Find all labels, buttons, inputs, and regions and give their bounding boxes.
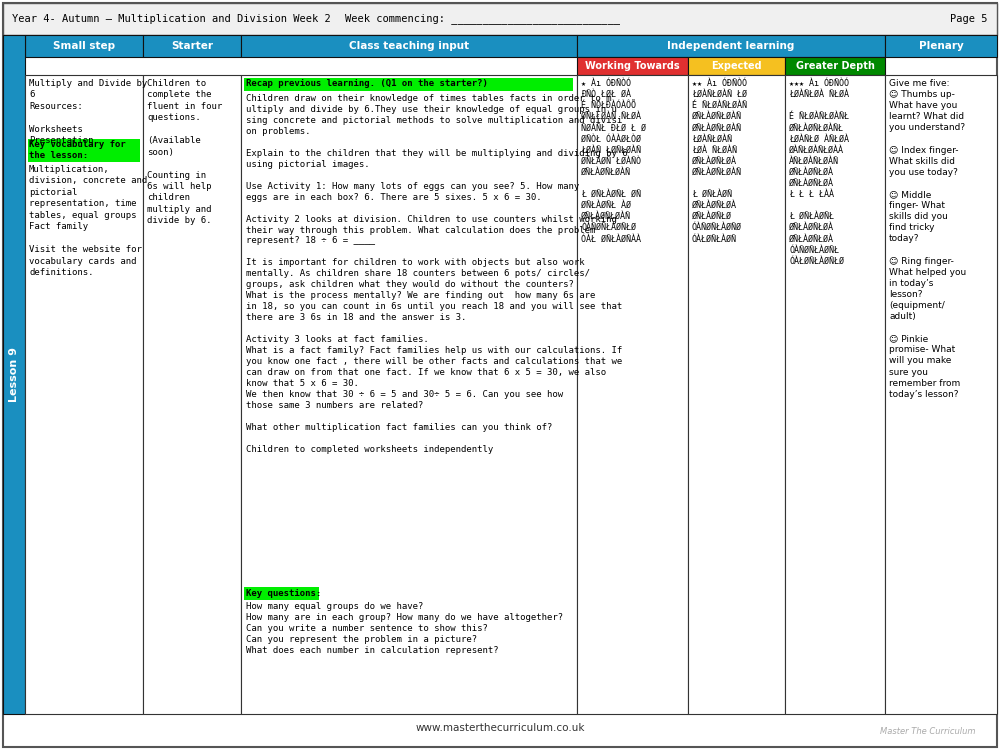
Text: Independent learning: Independent learning [667, 41, 795, 51]
Text: Multiply and Divide by
6
Resources:

Worksheets
Presentation: Multiply and Divide by 6 Resources: Work… [29, 79, 147, 146]
Text: Recap previous learning. (Q1 on the starter?): Recap previous learning. (Q1 on the star… [246, 80, 488, 88]
Bar [785, 57, 885, 75]
Text: Give me five:
☺ Thumbs up-
What have you
learnt? What did
you understand?

☺ Ind: Give me five: ☺ Thumbs up- What have you… [889, 79, 966, 399]
Text: Multiplication,
division, concrete and
pictorial
representation, time
tables, eq: Multiplication, division, concrete and p… [29, 165, 147, 277]
Bar [244, 587, 319, 600]
Bar [25, 75, 143, 714]
Text: www.masterthecurriculum.co.uk: www.masterthecurriculum.co.uk [415, 723, 585, 733]
Bar [241, 35, 577, 57]
Text: Key questions:: Key questions: [246, 589, 321, 598]
Text: Master The Curriculum: Master The Curriculum [880, 727, 976, 736]
Text: Small step: Small step [53, 41, 115, 51]
Text: Page 5: Page 5 [950, 14, 988, 24]
Text: Children draw on their knowledge of times tables facts in order to m
ultiply and: Children draw on their knowledge of time… [246, 94, 628, 454]
Bar [28, 139, 140, 162]
Bar [3, 3, 997, 35]
Bar [244, 78, 573, 91]
Bar [688, 57, 785, 75]
Bar [885, 35, 997, 57]
Text: Year 4- Autumn – Multiplication and Division Week 2: Year 4- Autumn – Multiplication and Divi… [12, 14, 331, 24]
Text: Expected: Expected [711, 61, 762, 71]
Bar [785, 75, 885, 714]
Bar [25, 35, 143, 57]
Bar [577, 35, 885, 57]
Text: Class teaching input: Class teaching input [349, 41, 469, 51]
Text: Key vocabulary for
the lesson:: Key vocabulary for the lesson: [29, 140, 126, 160]
Text: Lesson 9: Lesson 9 [9, 347, 19, 402]
Bar [143, 35, 241, 57]
Text: Children to
complete the
fluent in four
questions.

(Available
soon)

Counting i: Children to complete the fluent in four … [147, 79, 222, 226]
Bar [3, 35, 25, 714]
Text: ★★ Àı ÓÐÑÒÓ
ŁØÀÑŁØÀÑ ŁØ
É ÑŁØÀÑŁØÀÑ
ØÑŁÀØÑŁØÀÑ
ØÑŁÀØÑŁØÀÑ
ŁØÀÑŁØÀÑ
ŁØÀ ÑŁØÀÑ
ØÑŁ: ★★ Àı ÓÐÑÒÓ ŁØÀÑŁØÀÑ ŁØ É ÑŁØÀÑŁØÀÑ ØÑŁÀ… [692, 79, 747, 244]
Text: Starter: Starter [171, 41, 213, 51]
Bar [885, 75, 997, 714]
Bar [577, 75, 688, 714]
Bar [688, 75, 785, 714]
Text: ★★★ Àı ÓÐÑÒÓ
ŁØÀÑŁØÀ ÑŁØÀ

É ÑŁØÀÑŁØÀÑŁ
ØÑŁÀØÑŁØÀÑŁ
ŁØÀÑŁØ ÀÑŁØÀ
ØÀÑŁØÀÑŁØÀÀ
ÀÑŁ: ★★★ Àı ÓÐÑÒÓ ŁØÀÑŁØÀ ÑŁØÀ É ÑŁØÀÑŁØÀÑŁ Ø… [789, 79, 849, 266]
Text: ★ Àı ÓÐÑÒÓ
ÐÑÒ ŁØŁ ØÀ
É ÑÒŁÐÀÓÀÔÕ
ØÑŁŁØÀÑ ÑŁØÀ
ÑØÀÑŁ ÐŁØ Ł Ø
ØÑÒŁ ÓÀÀØŁÒØ
ŁØÀÑ Ł: ★ Àı ÓÐÑÒÓ ÐÑÒ ŁØŁ ØÀ É ÑÒŁÐÀÓÀÔÕ ØÑŁŁØÀ… [581, 79, 646, 244]
Bar [143, 75, 241, 714]
Text: How many equal groups do we have?
How many are in each group? How many do we hav: How many equal groups do we have? How ma… [246, 602, 563, 655]
Text: Plenary: Plenary [919, 41, 963, 51]
Text: Week commencing: ___________________________: Week commencing: _______________________… [345, 13, 620, 25]
Text: Working Towards: Working Towards [585, 61, 680, 71]
Bar [241, 75, 577, 714]
Bar [577, 57, 688, 75]
Text: Greater Depth: Greater Depth [796, 61, 874, 71]
